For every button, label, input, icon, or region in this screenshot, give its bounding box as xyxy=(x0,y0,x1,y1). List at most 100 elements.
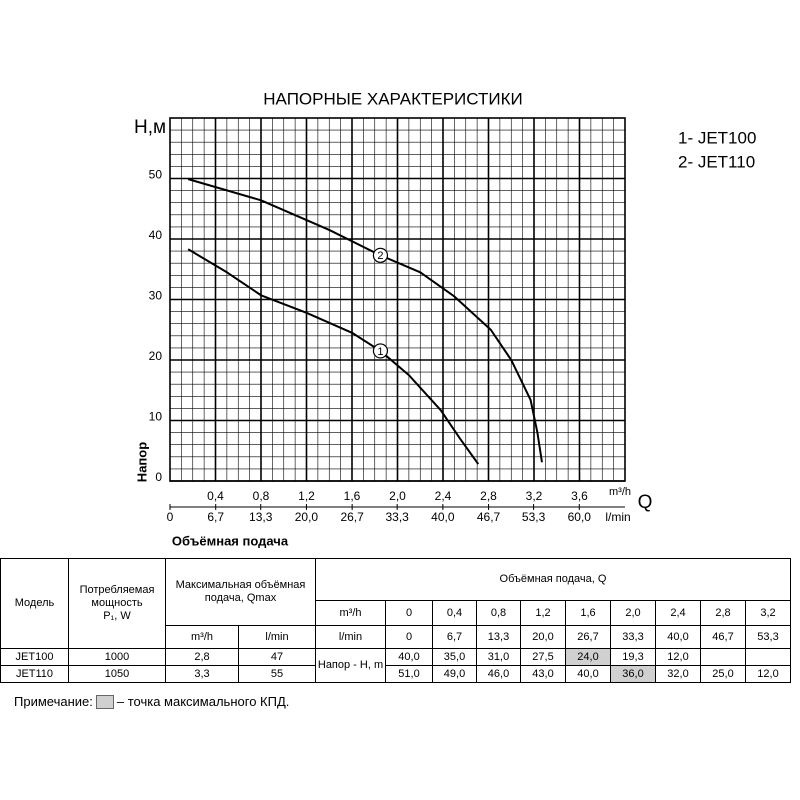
flow-cell: 1,6 xyxy=(565,600,611,626)
power-cell: 1050 xyxy=(68,665,166,683)
chart-title: НАПОРНЫЕ ХАРАКТЕРИСТИКИ xyxy=(263,89,522,108)
x-symbol: Q xyxy=(638,492,653,513)
head-cell: 43,0 xyxy=(520,665,566,683)
x2-tick-label: 13,3 xyxy=(249,510,273,524)
data-table: Модель Потребляемая мощность P₁, W Максим… xyxy=(0,558,791,683)
x-tick-label: 2,8 xyxy=(480,489,497,503)
qmax-cell: 55 xyxy=(238,665,316,683)
x-tick-label: 2,4 xyxy=(435,489,452,503)
flow-cell: 0,4 xyxy=(432,600,477,626)
qmax-cell: 47 xyxy=(238,648,316,666)
flow-cell: 3,2 xyxy=(745,600,791,626)
power-cell: 1000 xyxy=(68,648,166,666)
head-cell: 35,0 xyxy=(432,648,477,666)
header-cell: Максимальная объёмная подача, Qmax xyxy=(165,558,316,626)
x2-tick-label: 46,7 xyxy=(477,510,501,524)
head-cell: 40,0 xyxy=(385,648,433,666)
curve xyxy=(187,248,480,465)
x2-tick-label: 6,7 xyxy=(207,510,224,524)
curve xyxy=(187,178,543,463)
head-cell: 46,0 xyxy=(476,665,521,683)
x-tick-label: 0,4 xyxy=(207,489,224,503)
qmax-cell: 3,3 xyxy=(165,665,239,683)
note-label: Примечание: xyxy=(14,694,93,709)
y-tick-label: 30 xyxy=(149,289,163,303)
flow-cell: 26,7 xyxy=(565,625,611,649)
head-cell: 36,0 xyxy=(610,665,656,683)
head-cell xyxy=(700,648,746,666)
x-unit: m³/h xyxy=(609,486,631,498)
flow-cell: 0,8 xyxy=(476,600,521,626)
y-tick-label: 10 xyxy=(149,410,163,424)
header-cell: Объёмная подача, Q xyxy=(315,558,791,601)
row-label: l/min xyxy=(315,625,386,649)
x2-tick-label: 20,0 xyxy=(295,510,319,524)
head-cell: 31,0 xyxy=(476,648,521,666)
row-label: Напор - H, m xyxy=(315,648,386,683)
head-cell: 49,0 xyxy=(432,665,477,683)
chart: НАПОРНЫЕ ХАРАКТЕРИСТИКИ Н,м Напор Объёмн… xyxy=(134,89,756,548)
model-cell: JET110 xyxy=(0,665,69,683)
legend-entry: 1- JET100 xyxy=(678,128,756,147)
flow-cell: 0 xyxy=(385,600,433,626)
x2-tick-label: 0 xyxy=(167,510,174,524)
curve-marker-label: 1 xyxy=(377,346,383,358)
flow-cell: 1,2 xyxy=(520,600,566,626)
x2-unit: l/min xyxy=(605,510,630,524)
header-cell: Потребляемая мощность P₁, W xyxy=(68,558,166,649)
flow-cell: 20,0 xyxy=(520,625,566,649)
plot: 12 xyxy=(187,178,543,465)
head-cell: 51,0 xyxy=(385,665,433,683)
header-text: Потребляемая мощность xyxy=(79,584,155,609)
header-cell: m³/h xyxy=(165,625,239,649)
flow-cell: 2,8 xyxy=(700,600,746,626)
y-tick-label: 20 xyxy=(149,349,163,363)
x-tick-label: 0,8 xyxy=(253,489,270,503)
x-tick-label: 3,2 xyxy=(526,489,543,503)
x2-tick-label: 26,7 xyxy=(340,510,364,524)
flow-cell: 40,0 xyxy=(655,625,701,649)
y-tick-label: 40 xyxy=(149,228,163,242)
head-cell: 25,0 xyxy=(700,665,746,683)
flow-cell: 2,4 xyxy=(655,600,701,626)
curve-marker-label: 2 xyxy=(377,250,383,262)
head-cell: 24,0 xyxy=(565,648,611,666)
legend-swatch xyxy=(95,694,114,709)
flow-cell: 0 xyxy=(385,625,433,649)
head-cell: 19,3 xyxy=(610,648,656,666)
x-tick-label: 1,6 xyxy=(344,489,361,503)
header-unit: P₁, W xyxy=(103,610,131,622)
curve-marker xyxy=(372,247,389,263)
y-axis-label: Н,м xyxy=(134,117,166,138)
head-cell: 12,0 xyxy=(655,648,701,666)
head-cell: 27,5 xyxy=(520,648,566,666)
flow-cell: 6,7 xyxy=(432,625,477,649)
head-cell: 40,0 xyxy=(565,665,611,683)
model-cell: JET100 xyxy=(0,648,69,666)
flow-cell: 46,7 xyxy=(700,625,746,649)
head-cell xyxy=(745,648,791,666)
x-tick-label: 3,6 xyxy=(571,489,588,503)
header-cell: Модель xyxy=(0,558,69,649)
y-tick-label: 0 xyxy=(155,470,162,484)
curve-marker xyxy=(372,343,389,359)
note-text: – точка максимального КПД. xyxy=(116,694,290,709)
flow-cell: 13,3 xyxy=(476,625,521,649)
head-cell: 12,0 xyxy=(745,665,791,683)
flow-cell: 2,0 xyxy=(610,600,656,626)
grid: 0,4 0,8 1,2 1,6 2,0 2,4 2,8 3,2 3,6 0 10 20 30 40 50 0 6… xyxy=(149,117,626,524)
y-axis-title: Напор xyxy=(134,442,149,482)
legend-entry: 2- JET110 xyxy=(678,152,755,171)
flow-cell: 53,3 xyxy=(745,625,791,649)
x2-tick-label: 40,0 xyxy=(431,510,455,524)
header-cell: l/min xyxy=(238,625,316,649)
flow-cell: 33,3 xyxy=(610,625,656,649)
qmax-cell: 2,8 xyxy=(165,648,239,666)
x2-tick-label: 33,3 xyxy=(385,510,409,524)
head-cell: 32,0 xyxy=(655,665,701,683)
x-tick-label: 1,2 xyxy=(298,489,315,503)
note: Примечание: – точка максимального КПД. xyxy=(14,694,289,709)
y-tick-label: 50 xyxy=(149,168,163,182)
x-tick-label: 2,0 xyxy=(389,489,406,503)
